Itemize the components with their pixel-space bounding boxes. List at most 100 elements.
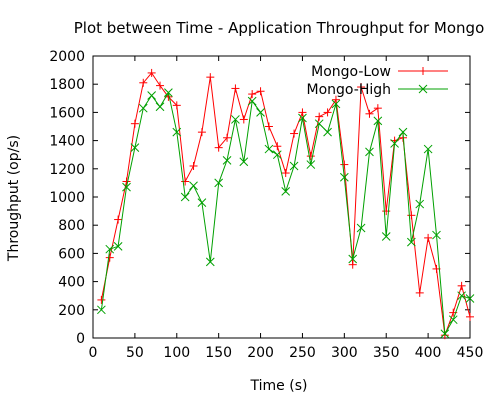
y-tick-label: 800 bbox=[58, 218, 85, 234]
data-point-mongo-high bbox=[231, 115, 240, 124]
data-point-mongo-high bbox=[323, 127, 332, 137]
data-point-mongo-high bbox=[239, 157, 249, 167]
legend-swatch-marker bbox=[418, 84, 428, 94]
data-point-mongo-low bbox=[239, 115, 248, 124]
data-point-mongo-low bbox=[348, 260, 357, 269]
series-mongo-low bbox=[97, 68, 474, 340]
data-point-mongo-high bbox=[97, 305, 106, 315]
data-point-mongo-low bbox=[457, 281, 466, 290]
x-tick-label: 300 bbox=[331, 345, 358, 361]
data-point-mongo-high bbox=[256, 108, 265, 117]
data-point-mongo-high bbox=[138, 103, 148, 113]
data-point-mongo-low bbox=[306, 152, 315, 161]
data-point-mongo-low bbox=[122, 177, 131, 186]
data-point-mongo-high bbox=[465, 294, 475, 303]
axis-ticks: 0 50 100 150 200 250 300 350 400 450 0 200 400 600 800… bbox=[49, 49, 483, 361]
data-point-mongo-high bbox=[390, 139, 399, 148]
data-point-mongo-high bbox=[398, 127, 408, 137]
data-point-mongo-low bbox=[214, 143, 223, 152]
data-point-mongo-low bbox=[189, 161, 198, 170]
data-point-mongo-low bbox=[323, 108, 332, 117]
data-point-mongo-low bbox=[172, 101, 181, 110]
x-tick-label: 50 bbox=[126, 345, 144, 361]
y-tick-label: 400 bbox=[58, 275, 85, 291]
data-point-mongo-low bbox=[206, 73, 215, 82]
data-point-mongo-high bbox=[440, 329, 450, 339]
data-point-mongo-high bbox=[180, 192, 190, 202]
data-point-mongo-high bbox=[306, 160, 316, 169]
series-line-mongo-high bbox=[100, 91, 471, 336]
data-point-mongo-high bbox=[155, 102, 165, 112]
chart-title: Plot between Time - Application Throughp… bbox=[74, 19, 485, 37]
legend-swatch-marker bbox=[419, 67, 427, 75]
y-tick-label: 200 bbox=[58, 303, 85, 319]
data-point-mongo-low bbox=[156, 81, 165, 90]
data-point-mongo-low bbox=[273, 142, 282, 151]
data-point-mongo-low bbox=[97, 295, 106, 304]
data-point-mongo-low bbox=[231, 84, 240, 93]
data-point-mongo-high bbox=[381, 232, 391, 241]
data-point-mongo-high bbox=[272, 150, 282, 160]
data-point-mongo-low bbox=[415, 288, 424, 297]
x-tick-label: 400 bbox=[415, 345, 442, 361]
data-point-mongo-low bbox=[181, 177, 190, 186]
data-point-mongo-high bbox=[457, 291, 466, 301]
legend: Mongo-Low Mongo-High bbox=[307, 64, 448, 98]
data-point-mongo-low bbox=[373, 104, 382, 113]
data-point-mongo-high bbox=[373, 116, 383, 126]
data-point-mongo-low bbox=[223, 133, 232, 142]
data-point-mongo-low bbox=[290, 129, 299, 138]
data-point-mongo-high bbox=[314, 119, 324, 129]
data-point-mongo-high bbox=[281, 187, 291, 196]
y-tick-label: 2000 bbox=[49, 49, 85, 65]
data-point-mongo-high bbox=[448, 315, 458, 325]
data-point-mongo-low bbox=[298, 108, 307, 117]
data-point-mongo-high bbox=[331, 99, 341, 109]
data-point-mongo-high bbox=[298, 113, 307, 123]
x-tick-label: 150 bbox=[205, 345, 232, 361]
data-point-mongo-high bbox=[365, 147, 374, 157]
y-tick-label: 1800 bbox=[49, 77, 85, 93]
x-tick-label: 450 bbox=[457, 345, 484, 361]
data-point-mongo-low bbox=[248, 90, 257, 99]
data-point-mongo-low bbox=[139, 78, 148, 87]
data-point-mongo-high bbox=[214, 178, 224, 188]
data-point-mongo-high bbox=[423, 144, 433, 154]
data-point-mongo-low bbox=[407, 211, 416, 220]
series-layer bbox=[97, 68, 475, 340]
data-point-mongo-low bbox=[264, 122, 273, 131]
y-tick-label: 0 bbox=[76, 331, 85, 347]
data-point-mongo-high bbox=[247, 96, 257, 106]
x-tick-label: 0 bbox=[89, 345, 98, 361]
legend-label: Mongo-High bbox=[307, 82, 391, 98]
x-tick-label: 250 bbox=[289, 345, 316, 361]
legend-label: Mongo-Low bbox=[311, 64, 391, 80]
data-point-mongo-low bbox=[331, 95, 340, 104]
data-point-mongo-high bbox=[172, 127, 182, 137]
data-point-mongo-low bbox=[114, 215, 123, 224]
data-point-mongo-high bbox=[222, 155, 232, 165]
data-point-mongo-low bbox=[365, 109, 374, 118]
x-tick-label: 350 bbox=[373, 345, 400, 361]
data-point-mongo-low bbox=[256, 87, 265, 96]
data-point-mongo-low bbox=[424, 233, 433, 242]
data-point-mongo-high bbox=[348, 254, 358, 264]
data-point-mongo-low bbox=[357, 83, 366, 92]
data-point-mongo-low bbox=[340, 160, 349, 169]
data-point-mongo-low bbox=[197, 128, 206, 137]
data-point-mongo-high bbox=[289, 161, 299, 171]
series-line-mongo-low bbox=[100, 72, 471, 336]
data-point-mongo-low bbox=[105, 253, 114, 262]
data-point-mongo-high bbox=[407, 237, 416, 247]
y-tick-label: 1600 bbox=[49, 105, 85, 121]
data-point-mongo-high bbox=[113, 241, 123, 251]
x-axis-label: Time (s) bbox=[250, 378, 308, 394]
data-point-mongo-high bbox=[205, 257, 215, 267]
data-point-mongo-high bbox=[197, 198, 207, 207]
y-tick-label: 1400 bbox=[49, 134, 85, 150]
y-tick-label: 1200 bbox=[49, 162, 85, 178]
data-point-mongo-high bbox=[356, 223, 366, 233]
data-point-mongo-high bbox=[147, 91, 156, 100]
y-tick-label: 600 bbox=[58, 246, 85, 262]
